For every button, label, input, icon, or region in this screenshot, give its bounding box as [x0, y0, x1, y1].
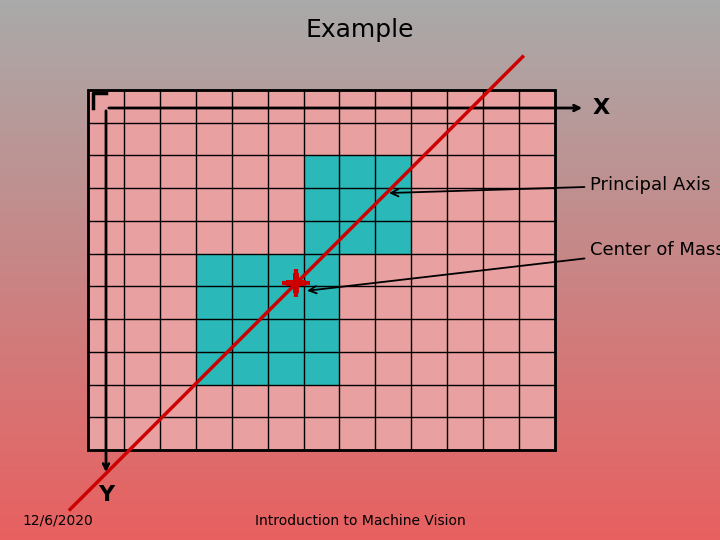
Bar [88, 90, 555, 450]
Bar [232, 319, 268, 352]
Bar [232, 286, 268, 319]
Bar [196, 352, 232, 384]
Bar [375, 188, 411, 221]
Bar [268, 286, 304, 319]
Bar [268, 319, 304, 352]
Text: Example: Example [306, 18, 414, 42]
Text: Center of Mass: Center of Mass [309, 241, 720, 293]
Text: X: X [593, 98, 610, 118]
Bar [304, 156, 339, 188]
Bar [304, 319, 339, 352]
Bar [196, 286, 232, 319]
Text: 12/6/2020: 12/6/2020 [22, 514, 93, 528]
Bar [375, 221, 411, 254]
Text: Introduction to Machine Vision: Introduction to Machine Vision [255, 514, 465, 528]
Bar [88, 90, 555, 450]
Bar [304, 352, 339, 384]
Bar [232, 352, 268, 384]
Bar [304, 221, 339, 254]
Text: Y: Y [98, 485, 114, 505]
Bar [339, 156, 375, 188]
Bar [304, 188, 339, 221]
Bar [375, 156, 411, 188]
Bar [339, 221, 375, 254]
Bar [304, 254, 339, 286]
Bar [196, 319, 232, 352]
Bar [304, 286, 339, 319]
Bar [232, 254, 268, 286]
Bar [268, 352, 304, 384]
Bar [268, 254, 304, 286]
Text: Principal Axis: Principal Axis [391, 176, 711, 197]
Bar [196, 254, 232, 286]
Bar [339, 188, 375, 221]
